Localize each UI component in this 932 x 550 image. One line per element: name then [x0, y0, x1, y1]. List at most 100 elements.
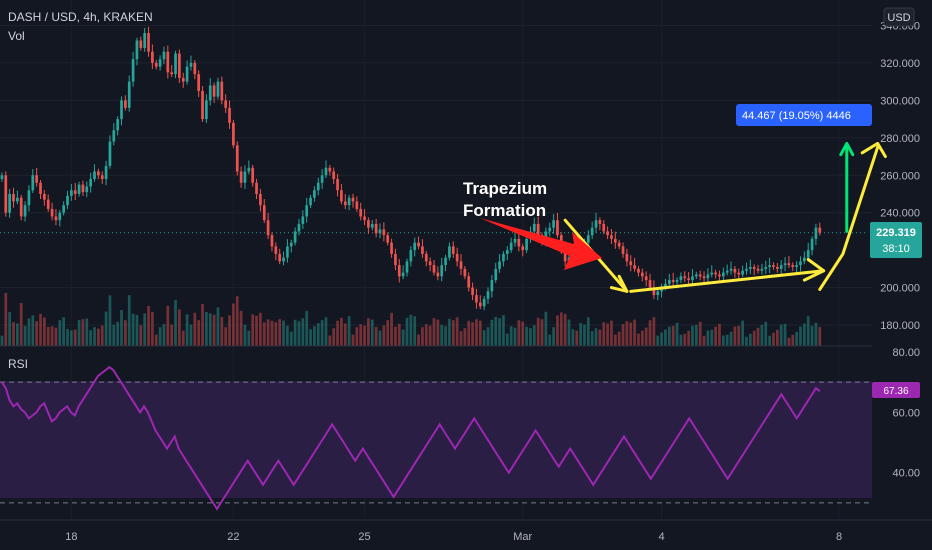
candle-body[interactable] [70, 190, 73, 196]
candle-body[interactable] [286, 246, 289, 258]
candle-body[interactable] [671, 280, 675, 282]
candle-body[interactable] [274, 246, 278, 254]
candle-body[interactable] [185, 66, 189, 82]
candle-body[interactable] [459, 261, 463, 269]
candle-body[interactable] [85, 186, 89, 193]
red-pointer-arrow[interactable] [480, 218, 602, 270]
candle-body[interactable] [154, 62, 158, 67]
candle-body[interactable] [795, 265, 798, 267]
candle-body[interactable] [0, 175, 4, 179]
candle-body[interactable] [58, 212, 62, 221]
candle-body[interactable] [698, 274, 702, 277]
candle-body[interactable] [752, 266, 756, 269]
candle-body[interactable] [779, 265, 783, 269]
candle-body[interactable] [610, 235, 613, 239]
candle-body[interactable] [390, 242, 393, 254]
candle-body[interactable] [556, 220, 559, 236]
candle-body[interactable] [162, 51, 166, 60]
candle-body[interactable] [482, 298, 486, 307]
candle-body[interactable] [401, 272, 405, 277]
rsi-polyline[interactable] [1, 365, 821, 511]
candle-body[interactable] [606, 231, 609, 236]
candle-body[interactable] [517, 238, 521, 247]
rsi-axis[interactable]: 80.00 60.00 40.00 [892, 347, 920, 480]
candle-body[interactable] [262, 205, 266, 221]
candle-body[interactable] [239, 171, 243, 183]
candle-body[interactable] [648, 280, 652, 288]
candle-body[interactable] [436, 272, 440, 277]
candle-body[interactable] [232, 122, 235, 146]
candle-body[interactable] [124, 100, 127, 108]
candle-body[interactable] [247, 167, 251, 172]
candle-body[interactable] [417, 242, 420, 247]
candle-body[interactable] [278, 253, 282, 262]
candle-body[interactable] [316, 182, 320, 191]
candle-body[interactable] [289, 242, 293, 247]
candle-body[interactable] [509, 242, 513, 251]
candle-body[interactable] [235, 145, 239, 172]
price-axis[interactable]: 340.000320.000300.000280.000260.000240.0… [880, 20, 920, 332]
candle-body[interactable] [201, 91, 204, 120]
measure-badge[interactable]: 44.467 (19.05%) 4446 [736, 104, 872, 126]
candle-body[interactable] [77, 184, 81, 194]
candle-body[interactable] [737, 272, 741, 275]
candle-body[interactable] [405, 261, 409, 273]
candle-body[interactable] [16, 197, 19, 202]
candle-body[interactable] [760, 268, 764, 271]
candle-body[interactable] [178, 53, 181, 78]
candle-body[interactable] [282, 257, 285, 262]
candle-body[interactable] [46, 199, 50, 209]
candle-body[interactable] [370, 223, 374, 228]
candle-body[interactable] [721, 272, 725, 277]
candle-body[interactable] [297, 223, 301, 232]
candle-body[interactable] [73, 190, 77, 194]
candle-body[interactable] [19, 197, 23, 217]
candle-body[interactable] [590, 227, 594, 236]
candle-body[interactable] [212, 85, 216, 97]
breakout-arrow-head[interactable] [860, 141, 887, 159]
candle-body[interactable] [382, 229, 386, 236]
candle-body[interactable] [340, 190, 343, 202]
candle-body[interactable] [710, 272, 714, 275]
candle-body[interactable] [764, 266, 768, 269]
candle-body[interactable] [802, 257, 806, 262]
candle-body[interactable] [656, 291, 660, 296]
candle-body[interactable] [586, 235, 590, 243]
candle-body[interactable] [394, 253, 397, 266]
candle-body[interactable] [548, 227, 552, 232]
candle-body[interactable] [563, 250, 567, 262]
candle-body[interactable] [463, 268, 467, 277]
candle-body[interactable] [536, 223, 540, 236]
candle-body[interactable] [691, 276, 694, 281]
candle-body[interactable] [104, 165, 108, 179]
candle-body[interactable] [451, 246, 455, 254]
candle-body[interactable] [486, 291, 490, 299]
candle-body[interactable] [220, 81, 224, 101]
candle-body[interactable] [490, 280, 494, 292]
candle-body[interactable] [93, 171, 96, 179]
candle-body[interactable] [413, 242, 417, 251]
candle-body[interactable] [97, 171, 100, 176]
candle-body[interactable] [498, 261, 501, 269]
candle-body[interactable] [181, 77, 185, 82]
candle-body[interactable] [343, 201, 347, 206]
candle-body[interactable] [293, 231, 297, 243]
candle-body[interactable] [756, 268, 760, 271]
candle-body[interactable] [228, 107, 231, 123]
candle-body[interactable] [216, 81, 220, 97]
candle-body[interactable] [675, 280, 679, 282]
price-candles[interactable] [0, 26, 822, 311]
candle-body[interactable] [143, 32, 147, 48]
measure-head[interactable] [839, 141, 855, 157]
candle-body[interactable] [313, 190, 316, 198]
candle-body[interactable] [347, 197, 351, 206]
candle-body[interactable] [270, 235, 274, 247]
candle-body[interactable] [818, 227, 822, 233]
candle-body[interactable] [633, 265, 636, 269]
candle-body[interactable] [332, 171, 336, 179]
candle-body[interactable] [694, 274, 698, 277]
candle-body[interactable] [783, 263, 787, 266]
candle-body[interactable] [378, 229, 382, 234]
candle-body[interactable] [166, 51, 170, 73]
